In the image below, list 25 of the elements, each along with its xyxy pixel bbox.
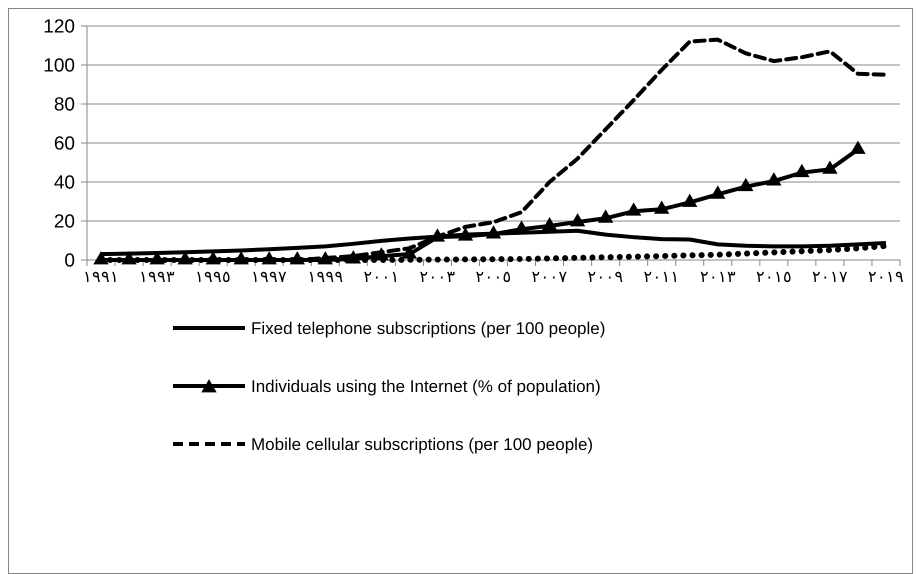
- x-tick-label: ٢٠٠٣: [419, 269, 456, 286]
- x-tick-label: ٢٠١٥: [756, 269, 792, 286]
- y-tick-label: 80: [54, 94, 75, 116]
- y-tick-label: 120: [43, 16, 75, 38]
- x-tick-label: ١٩٩١: [83, 269, 120, 286]
- x-tick-label: ٢٠٠١: [363, 269, 400, 286]
- y-tick-label: 60: [54, 134, 75, 155]
- x-tick-label: ٢٠١١: [644, 269, 680, 286]
- x-tick-label: ٢٠١٣: [700, 269, 736, 286]
- legend-label: Fixed telephone subscriptions (per 100 people): [251, 318, 606, 338]
- x-tick-label: ١٩٩٥: [195, 269, 232, 286]
- x-tick-label: ٢٠١٩: [868, 269, 904, 286]
- legend-label: Mobile cellular subscriptions (per 100 people): [251, 434, 594, 454]
- y-tick-label: 100: [43, 56, 75, 77]
- y-tick-label: 20: [54, 212, 75, 233]
- x-tick-label: ١٩٩٧: [251, 269, 288, 286]
- x-tick-label: ١٩٩٣: [139, 269, 176, 286]
- y-tick-label: 40: [54, 172, 75, 194]
- x-tick-label: ١٩٩٩: [307, 269, 344, 286]
- x-tick-label: ٢٠٠٧: [532, 269, 568, 286]
- x-tick-label: ٢٠٠٥: [476, 269, 512, 286]
- x-tick-label: ٢٠١٧: [812, 269, 848, 286]
- y-tick-label: 0: [64, 250, 75, 272]
- legend-label: Individuals using the Internet (% of population): [251, 376, 601, 396]
- x-tick-label: ٢٠٠٩: [588, 269, 624, 286]
